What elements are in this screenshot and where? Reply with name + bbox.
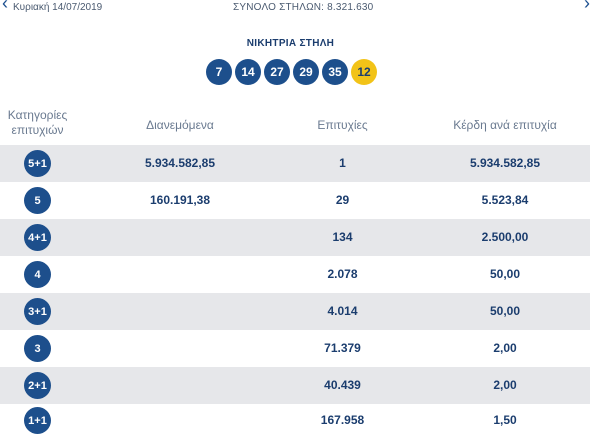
winners-value: 134 xyxy=(332,230,353,244)
category-badge: 4 xyxy=(24,261,51,288)
winning-number-ball: 14 xyxy=(235,59,261,85)
winners-value: 71.379 xyxy=(324,341,361,355)
table-row: 5+1 5.934.582,85 1 5.934.582,85 xyxy=(0,145,590,182)
prize-value: 2,00 xyxy=(493,378,517,392)
category-badge: 3+1 xyxy=(24,298,51,325)
winners-value: 2.078 xyxy=(327,267,358,281)
table-row: 5 160.191,38 29 5.523,84 xyxy=(0,182,590,219)
winners-value: 40.439 xyxy=(324,378,361,392)
prize-value: 2,00 xyxy=(493,341,517,355)
table-row: 4+1 134 2.500,00 xyxy=(0,219,590,256)
table-row: 3+1 4.014 50,00 xyxy=(0,293,590,330)
category-badge: 4+1 xyxy=(24,224,51,251)
prize-value: 5.523,84 xyxy=(481,193,529,207)
category-badge: 2+1 xyxy=(24,372,51,399)
category-badge: 3 xyxy=(24,335,51,362)
prize-value: 5.934.582,85 xyxy=(469,156,541,170)
distributed-value: 160.191,38 xyxy=(149,193,211,207)
draw-date: Κυριακή 14/07/2019 xyxy=(13,2,103,13)
winning-number-ball: 35 xyxy=(322,59,348,85)
winners-value: 1 xyxy=(339,156,346,170)
table-row: 4 2.078 50,00 xyxy=(0,256,590,293)
previous-draw-arrow-icon[interactable]: ‹ xyxy=(2,0,8,13)
table-row: 1+1 167.958 1,50 xyxy=(0,402,590,439)
prize-value: 2.500,00 xyxy=(481,230,529,244)
prize-value: 50,00 xyxy=(489,304,521,318)
winning-number-ball: 7 xyxy=(206,59,232,85)
winning-number-ball: 29 xyxy=(293,59,319,85)
table-row: 3 71.379 2,00 xyxy=(0,330,590,367)
category-badge: 1+1 xyxy=(24,407,51,434)
category-badge: 5+1 xyxy=(24,150,51,177)
joker-ball: 12 xyxy=(351,59,377,85)
winning-number-ball: 27 xyxy=(264,59,290,85)
winning-column-title: ΝΙΚΗΤΡΙΑ ΣΤΗΛΗ xyxy=(246,38,335,49)
winners-value: 4.014 xyxy=(327,304,358,318)
table-header: Κατηγορίες επιτυχιών Διανεμόμενα Επιτυχί… xyxy=(0,100,600,144)
next-draw-arrow-icon[interactable]: › xyxy=(584,0,590,13)
header-winners: Επιτυχίες xyxy=(317,118,368,132)
winners-value: 167.958 xyxy=(320,413,365,427)
header-prize: Κέρδη ανά επιτυχία xyxy=(453,118,557,132)
winners-value: 29 xyxy=(335,193,350,207)
top-bar: ‹ Κυριακή 14/07/2019 ΣΥΝΟΛΟ ΣΤΗΛΩΝ: 8.32… xyxy=(0,0,600,18)
prize-value: 50,00 xyxy=(489,267,521,281)
header-categories: Κατηγορίες επιτυχιών xyxy=(7,108,68,137)
header-distributed: Διανεμόμενα xyxy=(146,118,214,132)
category-badge: 5 xyxy=(24,187,51,214)
table-row: 2+1 40.439 2,00 xyxy=(0,367,590,404)
distributed-value: 5.934.582,85 xyxy=(144,156,216,170)
total-columns: ΣΥΝΟΛΟ ΣΤΗΛΩΝ: 8.321.630 xyxy=(233,2,374,13)
prize-value: 1,50 xyxy=(493,413,517,427)
